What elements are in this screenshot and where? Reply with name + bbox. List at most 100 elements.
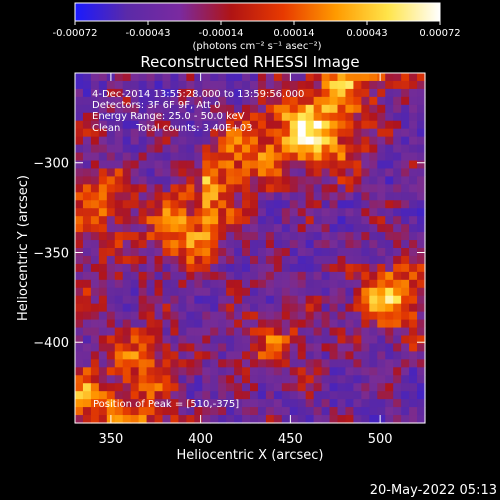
x-axis: 350 400 450 500 — [98, 73, 393, 447]
heatmap-cell — [265, 128, 275, 138]
heatmap-cell — [186, 255, 195, 265]
heatmap-cell — [186, 136, 195, 146]
heatmap-cell — [329, 224, 339, 233]
heatmap-cell — [234, 303, 243, 313]
heatmap-cell — [194, 144, 203, 154]
heatmap-cell — [385, 168, 394, 177]
heatmap-cell — [242, 144, 251, 154]
heatmap-cell — [409, 407, 418, 416]
heatmap-cell — [369, 303, 378, 313]
heatmap-cell — [90, 255, 100, 265]
heatmap-cell — [377, 128, 386, 138]
heatmap-cell — [226, 335, 235, 345]
heatmap-cell — [281, 351, 291, 360]
heatmap-cell — [154, 367, 164, 376]
heatmap-cell — [138, 375, 148, 384]
heatmap-cell — [345, 279, 354, 289]
heatmap-cell — [202, 311, 211, 321]
heatmap-cell — [273, 415, 283, 424]
heatmap-cell — [385, 335, 394, 345]
heatmap-cell — [122, 303, 132, 313]
heatmap-cell — [250, 343, 259, 352]
y-tick-label: −300 — [33, 157, 69, 172]
heatmap-cell — [345, 343, 354, 352]
heatmap-cell — [289, 399, 299, 408]
heatmap-cell — [170, 367, 179, 376]
heatmap-cell — [401, 295, 410, 305]
heatmap-cell — [369, 263, 378, 273]
heatmap-cell — [194, 232, 203, 241]
heatmap-cell — [257, 271, 267, 281]
annotation-peak-position: Position of Peak = [510,-375] — [93, 399, 239, 410]
heatmap-cell — [82, 248, 92, 257]
heatmap-cell — [257, 311, 267, 321]
heatmap-cell — [250, 287, 259, 297]
heatmap-cell — [401, 208, 410, 217]
heatmap-cell — [369, 80, 378, 90]
heatmap-cell — [361, 240, 370, 249]
heatmap-cell — [90, 192, 100, 201]
heatmap-cell — [273, 287, 283, 297]
heatmap-cell — [210, 248, 219, 257]
heatmap-cell — [393, 351, 402, 360]
heatmap-cell — [82, 88, 92, 98]
heatmap-cell — [202, 295, 211, 305]
heatmap-cell — [305, 359, 315, 368]
heatmap-cell — [130, 327, 140, 337]
heatmap-cell — [202, 208, 211, 217]
heatmap-cell — [417, 184, 426, 193]
heatmap-cell — [130, 343, 140, 352]
heatmap-cell — [305, 160, 315, 170]
heatmap-cell — [329, 240, 339, 249]
heatmap-cell — [194, 216, 203, 225]
heatmap-cell — [210, 399, 219, 408]
heatmap-cell — [178, 208, 187, 217]
heatmap-cell — [90, 96, 100, 106]
heatmap-cell — [369, 104, 378, 114]
heatmap-cell — [417, 232, 426, 241]
heatmap-cell — [98, 200, 108, 209]
heatmap-cell — [146, 367, 156, 376]
heatmap-cell — [234, 152, 243, 162]
heatmap-cell — [82, 208, 92, 217]
heatmap-cell — [90, 383, 100, 392]
heatmap-cell — [194, 184, 203, 193]
heatmap-cell — [273, 160, 283, 170]
heatmap-cell — [194, 327, 203, 337]
heatmap-cell — [345, 415, 354, 424]
heatmap-cell — [305, 200, 315, 209]
heatmap-cell — [369, 319, 378, 329]
heatmap-cell — [194, 80, 203, 90]
heatmap-cell — [210, 255, 219, 265]
heatmap-cell — [162, 295, 172, 305]
heatmap-cell — [114, 96, 124, 106]
heatmap-cell — [417, 168, 426, 177]
heatmap-cell — [242, 415, 251, 424]
heatmap-cell — [321, 343, 331, 352]
heatmap-cell — [329, 80, 339, 90]
heatmap-cell — [265, 359, 275, 368]
heatmap-cell — [130, 240, 140, 249]
heatmap-cell — [361, 120, 370, 130]
heatmap-cell — [130, 224, 140, 233]
heatmap-cell — [122, 351, 132, 360]
heatmap-cell — [265, 168, 275, 177]
heatmap-cell — [281, 144, 291, 154]
heatmap-cell — [162, 359, 172, 368]
heatmap-cell — [178, 351, 187, 360]
heatmap-cell — [194, 383, 203, 392]
heatmap-cell — [353, 136, 362, 146]
heatmap-cell — [297, 279, 307, 289]
heatmap-cell — [210, 200, 219, 209]
heatmap-cell — [393, 415, 402, 424]
heatmap-cell — [210, 367, 219, 376]
heatmap-cell — [218, 192, 227, 201]
heatmap-cell — [114, 240, 124, 249]
heatmap-cell — [409, 232, 418, 241]
heatmap-cell — [210, 295, 219, 305]
heatmap-cell — [75, 112, 84, 122]
heatmap-cell — [82, 391, 92, 400]
heatmap-cell — [329, 263, 339, 273]
heatmap-cell — [369, 88, 378, 98]
heatmap-cell — [289, 200, 299, 209]
